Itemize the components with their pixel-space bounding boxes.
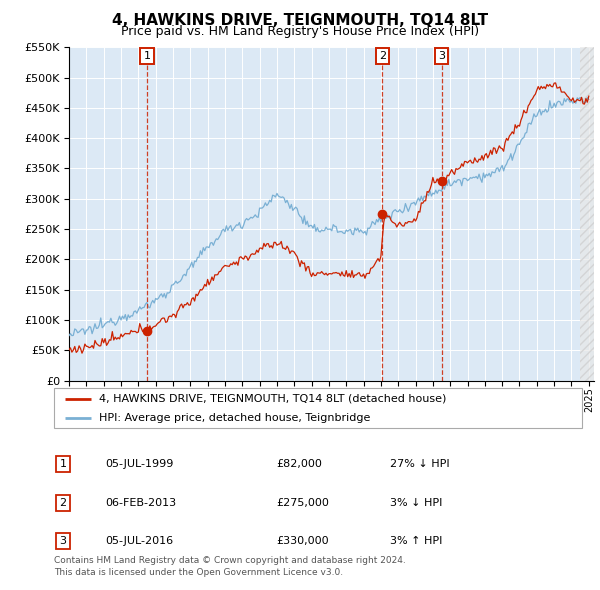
Text: 3: 3 xyxy=(59,536,67,546)
Text: 05-JUL-1999: 05-JUL-1999 xyxy=(105,460,173,469)
Text: 2: 2 xyxy=(59,498,67,507)
FancyBboxPatch shape xyxy=(54,388,582,428)
Text: 4, HAWKINS DRIVE, TEIGNMOUTH, TQ14 8LT: 4, HAWKINS DRIVE, TEIGNMOUTH, TQ14 8LT xyxy=(112,13,488,28)
Bar xyxy=(580,47,594,381)
Text: 3: 3 xyxy=(438,51,445,61)
Text: 05-JUL-2016: 05-JUL-2016 xyxy=(105,536,173,546)
Text: Price paid vs. HM Land Registry's House Price Index (HPI): Price paid vs. HM Land Registry's House … xyxy=(121,25,479,38)
Text: Contains HM Land Registry data © Crown copyright and database right 2024.
This d: Contains HM Land Registry data © Crown c… xyxy=(54,556,406,577)
Text: £82,000: £82,000 xyxy=(276,460,322,469)
Text: 1: 1 xyxy=(59,460,67,469)
Text: 06-FEB-2013: 06-FEB-2013 xyxy=(105,498,176,507)
Text: 3% ↓ HPI: 3% ↓ HPI xyxy=(390,498,442,507)
Text: £275,000: £275,000 xyxy=(276,498,329,507)
Text: 1: 1 xyxy=(143,51,151,61)
Text: HPI: Average price, detached house, Teignbridge: HPI: Average price, detached house, Teig… xyxy=(99,413,370,422)
Text: 2: 2 xyxy=(379,51,386,61)
Text: £330,000: £330,000 xyxy=(276,536,329,546)
Text: 3% ↑ HPI: 3% ↑ HPI xyxy=(390,536,442,546)
Text: 27% ↓ HPI: 27% ↓ HPI xyxy=(390,460,449,469)
Text: 4, HAWKINS DRIVE, TEIGNMOUTH, TQ14 8LT (detached house): 4, HAWKINS DRIVE, TEIGNMOUTH, TQ14 8LT (… xyxy=(99,394,446,404)
